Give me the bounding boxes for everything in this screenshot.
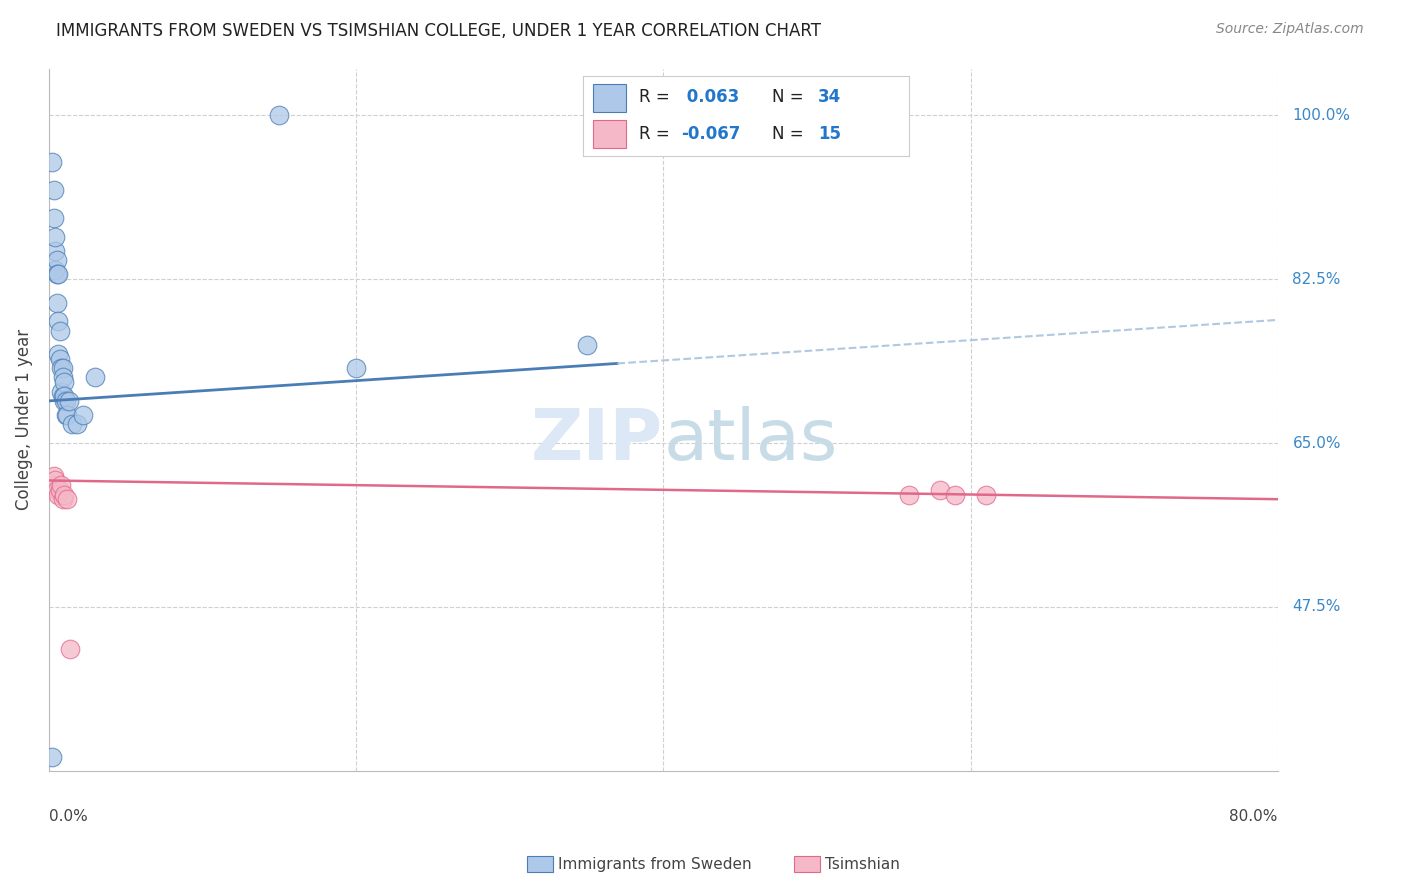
Point — [974, 487, 997, 501]
Point — [56, 408, 79, 422]
Point — [65, 417, 87, 432]
Point — [943, 487, 966, 501]
Point — [45, 268, 67, 282]
Point — [42, 183, 65, 197]
Point — [44, 474, 66, 488]
Point — [44, 230, 66, 244]
Point — [60, 417, 83, 432]
Point — [53, 487, 76, 501]
Point — [41, 749, 63, 764]
Point — [269, 108, 291, 122]
Point — [48, 324, 70, 338]
Point — [58, 393, 80, 408]
Point — [46, 487, 69, 501]
Point — [53, 389, 76, 403]
Point — [55, 393, 77, 408]
Text: 100.0%: 100.0% — [1292, 108, 1351, 123]
Point — [575, 337, 598, 351]
Text: 80.0%: 80.0% — [1229, 809, 1278, 824]
Text: 82.5%: 82.5% — [1292, 272, 1341, 286]
Point — [44, 262, 66, 277]
Point — [84, 370, 107, 384]
Text: Tsimshian: Tsimshian — [825, 857, 900, 871]
Point — [41, 478, 63, 492]
Point — [52, 389, 75, 403]
Point — [898, 487, 921, 501]
Point — [41, 155, 63, 169]
Text: Source: ZipAtlas.com: Source: ZipAtlas.com — [1216, 22, 1364, 37]
Point — [53, 375, 76, 389]
Point — [72, 408, 94, 422]
Point — [52, 361, 75, 376]
Y-axis label: College, Under 1 year: College, Under 1 year — [15, 329, 32, 510]
Text: 65.0%: 65.0% — [1292, 435, 1341, 450]
Point — [55, 408, 77, 422]
Text: 47.5%: 47.5% — [1292, 599, 1341, 615]
Text: atlas: atlas — [664, 406, 838, 475]
Text: ZIP: ZIP — [531, 406, 664, 475]
Point — [52, 370, 75, 384]
Text: 0.0%: 0.0% — [49, 809, 87, 824]
Point — [42, 211, 65, 226]
Point — [45, 483, 67, 497]
Point — [53, 393, 76, 408]
Text: IMMIGRANTS FROM SWEDEN VS TSIMSHIAN COLLEGE, UNDER 1 YEAR CORRELATION CHART: IMMIGRANTS FROM SWEDEN VS TSIMSHIAN COLL… — [56, 22, 821, 40]
Point — [44, 244, 66, 258]
Point — [51, 361, 73, 376]
Point — [46, 347, 69, 361]
Point — [928, 483, 950, 497]
Point — [52, 492, 75, 507]
Point — [344, 361, 367, 376]
Point — [56, 492, 79, 507]
Point — [51, 384, 73, 399]
Text: Immigrants from Sweden: Immigrants from Sweden — [558, 857, 752, 871]
Point — [51, 478, 73, 492]
Point — [48, 351, 70, 366]
Point — [48, 483, 70, 497]
Point — [45, 295, 67, 310]
Point — [42, 468, 65, 483]
Point — [45, 253, 67, 268]
Point — [46, 268, 69, 282]
Point — [59, 642, 82, 657]
Point — [46, 314, 69, 328]
